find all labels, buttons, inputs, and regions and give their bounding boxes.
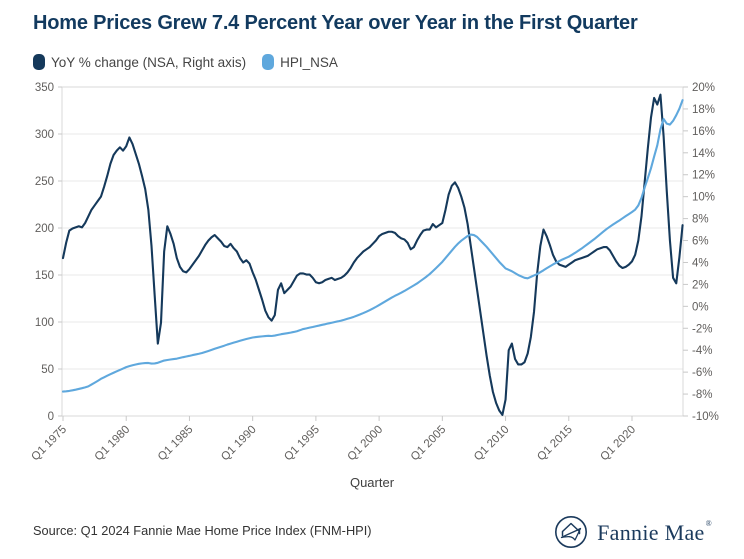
svg-text:Q1 1975: Q1 1975: [29, 424, 69, 464]
svg-text:Q1 2010: Q1 2010: [472, 424, 512, 464]
gridlines: [62, 133, 683, 370]
svg-text:18%: 18%: [692, 104, 715, 116]
svg-text:-2%: -2%: [692, 323, 712, 335]
logo-wordmark: Fannie Mae®: [597, 518, 712, 545]
svg-text:-10%: -10%: [692, 411, 719, 423]
svg-text:Q1 2015: Q1 2015: [535, 424, 575, 464]
svg-text:4%: 4%: [692, 257, 709, 269]
x-axis: Q1 1975 Q1 1980 Q1 1985 Q1 1990 Q1 1995 Q1 20…: [29, 416, 638, 463]
hpi-nsa-line: [61, 99, 684, 393]
svg-text:350: 350: [35, 82, 54, 94]
fannie-mae-house-circle-icon: [555, 516, 588, 548]
registered-mark: ®: [705, 518, 712, 528]
series-lines: [61, 93, 684, 416]
svg-text:20%: 20%: [692, 82, 715, 94]
svg-text:100: 100: [35, 317, 54, 329]
right-axis: 20% 18% 16% 14% 12% 10% 8% 6% 4% 2% 0% -2% -4% -6% -8%…: [683, 82, 719, 423]
svg-text:10%: 10%: [692, 192, 715, 204]
svg-text:16%: 16%: [692, 126, 715, 138]
svg-text:-4%: -4%: [692, 345, 712, 357]
line-chart: 0 50 100 150 200 250 300 350 20% 18% 16% 14% 12% 10%…: [29, 82, 719, 490]
svg-text:14%: 14%: [692, 148, 715, 160]
svg-text:12%: 12%: [692, 170, 715, 182]
svg-text:-6%: -6%: [692, 367, 712, 379]
page-title: Home Prices Grew 7.4 Percent Year over Y…: [33, 12, 638, 34]
svg-text:0%: 0%: [692, 301, 709, 313]
svg-text:8%: 8%: [692, 214, 709, 226]
svg-text:150: 150: [35, 270, 54, 282]
svg-text:Q1 1995: Q1 1995: [282, 424, 322, 464]
svg-text:Q1 2000: Q1 2000: [346, 424, 386, 464]
source-note: Source: Q1 2024 Fannie Mae Home Price In…: [33, 523, 372, 538]
hpi-series-swatch-icon: [262, 54, 275, 70]
svg-text:2%: 2%: [692, 279, 709, 291]
svg-text:Q1 1985: Q1 1985: [156, 424, 196, 464]
left-axis: 0 50 100 150 200 250 300 350: [35, 82, 62, 423]
svg-text:6%: 6%: [692, 236, 709, 248]
legend-item-yoy: YoY % change (NSA, Right axis): [33, 54, 246, 70]
svg-text:0: 0: [48, 411, 54, 423]
svg-text:Q1 2020: Q1 2020: [598, 424, 638, 464]
legend-label-yoy: YoY % change (NSA, Right axis): [51, 54, 247, 70]
svg-text:200: 200: [35, 223, 54, 235]
svg-text:Q1 1990: Q1 1990: [219, 424, 259, 464]
svg-text:-8%: -8%: [692, 389, 712, 401]
svg-text:Q1 1980: Q1 1980: [93, 424, 133, 464]
yoy-series-swatch-icon: [33, 54, 45, 70]
plot-border: [61, 86, 684, 417]
legend: YoY % change (NSA, Right axis) HPI_NSA: [33, 54, 338, 70]
legend-item-hpi: HPI_NSA: [262, 54, 338, 70]
x-axis-title: Quarter: [350, 475, 395, 490]
svg-text:300: 300: [35, 129, 54, 141]
svg-text:50: 50: [41, 364, 54, 376]
svg-text:250: 250: [35, 176, 54, 188]
svg-text:Q1 2005: Q1 2005: [409, 424, 449, 464]
yoy-change-line: [61, 93, 684, 416]
legend-label-hpi: HPI_NSA: [280, 54, 338, 70]
fannie-mae-logo: Fannie Mae®: [554, 515, 712, 549]
